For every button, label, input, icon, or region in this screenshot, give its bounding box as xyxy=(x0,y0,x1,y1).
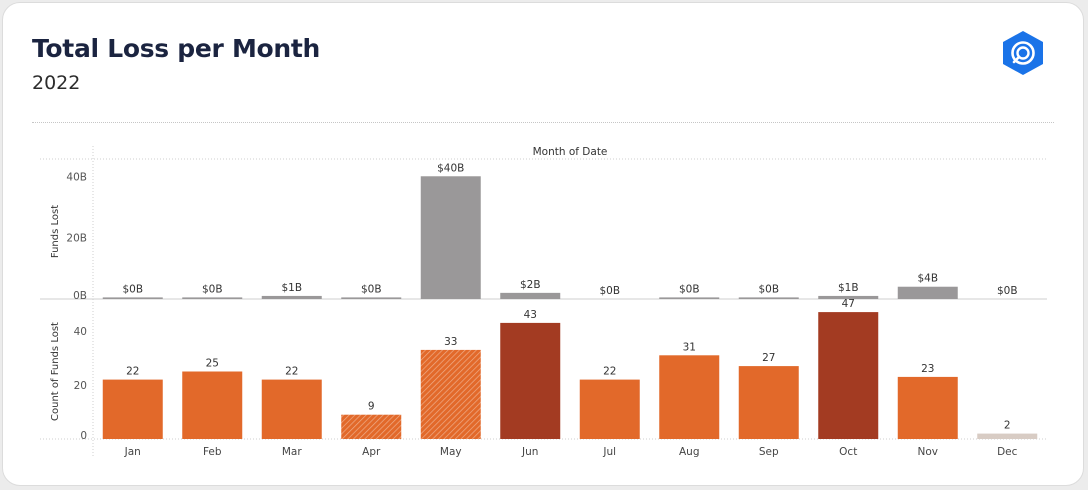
count-data-label: 22 xyxy=(603,366,616,378)
funds-data-label: $0B xyxy=(997,285,1018,297)
x-tick-label: Jul xyxy=(602,446,616,458)
x-tick-label: Oct xyxy=(839,446,857,458)
count-y-tick-label: 20 xyxy=(74,380,87,392)
funds-bar xyxy=(420,176,481,299)
funds-data-label: $0B xyxy=(202,283,223,295)
count-data-label: 31 xyxy=(683,341,696,353)
x-tick-label: Mar xyxy=(282,446,302,458)
count-data-label: 47 xyxy=(842,298,855,310)
funds-data-label: $0B xyxy=(758,283,779,295)
count-bar xyxy=(897,376,958,439)
count-y-tick-label: 0 xyxy=(80,430,87,442)
funds-bar xyxy=(738,297,799,299)
count-bar xyxy=(818,312,879,439)
page-subtitle: 2022 xyxy=(32,72,81,94)
funds-y-tick-label: 20B xyxy=(66,233,87,245)
count-data-label: 9 xyxy=(368,401,375,413)
x-tick-label: Apr xyxy=(362,446,381,458)
page-title: Total Loss per Month xyxy=(32,34,321,63)
x-tick-label: Dec xyxy=(997,446,1018,458)
count-y-tick-label: 40 xyxy=(74,326,87,338)
count-data-label: 2 xyxy=(1004,420,1011,432)
count-bar xyxy=(261,379,322,439)
funds-y-tick-label: 40B xyxy=(66,171,87,183)
x-tick-label: May xyxy=(440,446,462,458)
funds-data-label: $0B xyxy=(599,285,620,297)
funds-y-tick-label: 0B xyxy=(73,290,87,302)
count-y-axis-title: Count of Funds Lost xyxy=(50,322,61,421)
funds-bar xyxy=(261,295,322,299)
hexagon-logo-icon[interactable] xyxy=(1000,30,1046,76)
count-data-label: 22 xyxy=(126,366,139,378)
funds-data-label: $1B xyxy=(838,282,859,294)
header-divider xyxy=(32,122,1054,123)
count-data-label: 23 xyxy=(921,363,934,375)
funds-bar xyxy=(818,295,879,299)
x-header-label: Month of Date xyxy=(533,146,608,158)
count-bar xyxy=(500,322,561,439)
funds-data-label: $40B xyxy=(437,162,464,174)
funds-data-label: $0B xyxy=(679,283,700,295)
funds-data-label: $4B xyxy=(917,273,938,285)
count-bar xyxy=(341,414,402,439)
funds-bar xyxy=(182,297,243,299)
funds-bar xyxy=(500,292,561,299)
count-data-label: 22 xyxy=(285,366,298,378)
funds-data-label: $2B xyxy=(520,279,541,291)
funds-data-label: $0B xyxy=(122,283,143,295)
x-tick-label: Aug xyxy=(679,446,700,458)
count-bar xyxy=(102,379,163,439)
funds-y-axis-title: Funds Lost xyxy=(50,205,61,258)
count-data-label: 27 xyxy=(762,352,775,364)
x-tick-label: Feb xyxy=(203,446,222,458)
x-tick-label: Nov xyxy=(918,446,939,458)
funds-data-label: $1B xyxy=(281,282,302,294)
funds-bar xyxy=(341,297,402,299)
count-bar xyxy=(977,433,1038,439)
count-bar xyxy=(420,349,481,439)
x-tick-label: Jan xyxy=(124,446,141,458)
funds-bar xyxy=(102,297,163,299)
funds-data-label: $0B xyxy=(361,283,382,295)
x-tick-label: Jun xyxy=(521,446,538,458)
count-data-label: 43 xyxy=(524,309,537,321)
count-bar xyxy=(659,355,720,439)
x-tick-label: Sep xyxy=(759,446,779,458)
count-bar xyxy=(182,371,243,439)
count-data-label: 33 xyxy=(444,336,457,348)
count-bar xyxy=(579,379,640,439)
funds-bar xyxy=(659,297,720,299)
count-bar xyxy=(738,366,799,439)
count-data-label: 25 xyxy=(206,358,219,370)
funds-bar xyxy=(897,286,958,299)
